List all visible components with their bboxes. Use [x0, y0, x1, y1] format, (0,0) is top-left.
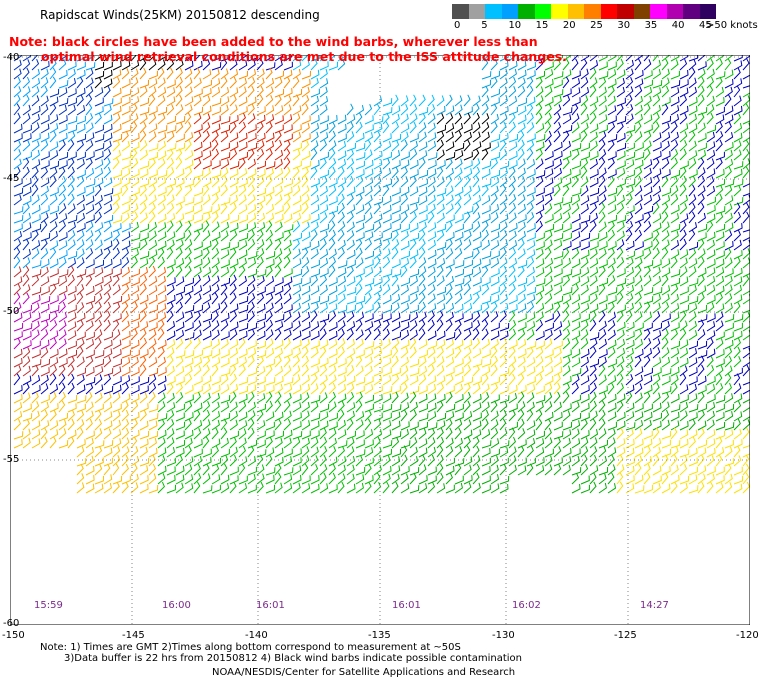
lon-label: -120: [736, 630, 759, 641]
color-scale-swatch: [650, 4, 667, 19]
color-scale-swatch: [600, 4, 617, 19]
lat-lon-grid: [10, 55, 750, 625]
lat-label: -50: [3, 306, 20, 317]
note-line-1: Note: black circles have been added to t…: [9, 34, 538, 49]
color-scale-swatch: [617, 4, 634, 19]
time-label: 14:27: [640, 600, 669, 611]
lat-label: -45: [3, 173, 20, 184]
color-scale-swatch: [666, 4, 683, 19]
lon-label: -125: [614, 630, 637, 641]
lon-label: -145: [122, 630, 145, 641]
color-scale-swatch: [468, 4, 485, 19]
map-title: Rapidscat Winds(25KM) 20150812 descendin…: [40, 8, 320, 22]
time-label: 16:00: [162, 600, 191, 611]
time-label: 16:01: [256, 600, 285, 611]
color-scale-swatch: [567, 4, 584, 19]
time-label: 16:01: [392, 600, 421, 611]
color-scale-tick-label: 45: [699, 20, 712, 31]
color-scale-swatch: [534, 4, 551, 19]
color-scale-tick-label: 30: [617, 20, 631, 31]
color-scale-swatch: [584, 4, 601, 19]
color-scale-tick-label: 0: [454, 20, 461, 31]
lon-label: -150: [2, 630, 25, 641]
color-scale-swatch: [518, 4, 535, 19]
lat-label: -40: [3, 52, 20, 63]
time-label: 15:59: [34, 600, 63, 611]
color-scale-tick-label: 40: [671, 20, 685, 31]
color-scale-tick-label: 5: [481, 20, 488, 31]
color-scale-swatch: [485, 4, 502, 19]
color-scale-unit-label: >50 knots: [706, 20, 758, 31]
wind-barb-map: [10, 55, 750, 625]
time-label: 16:02: [512, 600, 541, 611]
color-scale-tick-label: 10: [508, 20, 522, 31]
note-line-2: optimal wind retrieval conditions are me…: [41, 49, 567, 64]
color-scale-swatch: [683, 4, 700, 19]
lat-label: -55: [3, 454, 20, 465]
lon-label: -130: [492, 630, 515, 641]
lon-label: -135: [368, 630, 391, 641]
color-scale-tick-label: 20: [562, 20, 576, 31]
color-scale-tick-label: 35: [644, 20, 658, 31]
contamination-note: Note: black circles have been added to t…: [9, 34, 569, 64]
wind-barbs-layer: [13, 55, 750, 494]
lat-label: -60: [3, 618, 20, 629]
color-scale-swatch: [551, 4, 568, 19]
footer-note-line-2: 3)Data buffer is 22 hrs from 20150812 4)…: [64, 653, 522, 664]
color-scale-swatch: [633, 4, 650, 19]
lon-label: -140: [245, 630, 268, 641]
color-scale-tick-label: 25: [590, 20, 603, 31]
color-scale-swatch: [699, 4, 716, 19]
color-scale-swatch: [452, 4, 469, 19]
color-scale-tick-label: 15: [535, 20, 549, 31]
color-scale-swatch: [501, 4, 518, 19]
footer-note-line-1: Note: 1) Times are GMT 2)Times along bot…: [40, 642, 461, 653]
footer-credit: NOAA/NESDIS/Center for Satellite Applica…: [212, 667, 516, 678]
